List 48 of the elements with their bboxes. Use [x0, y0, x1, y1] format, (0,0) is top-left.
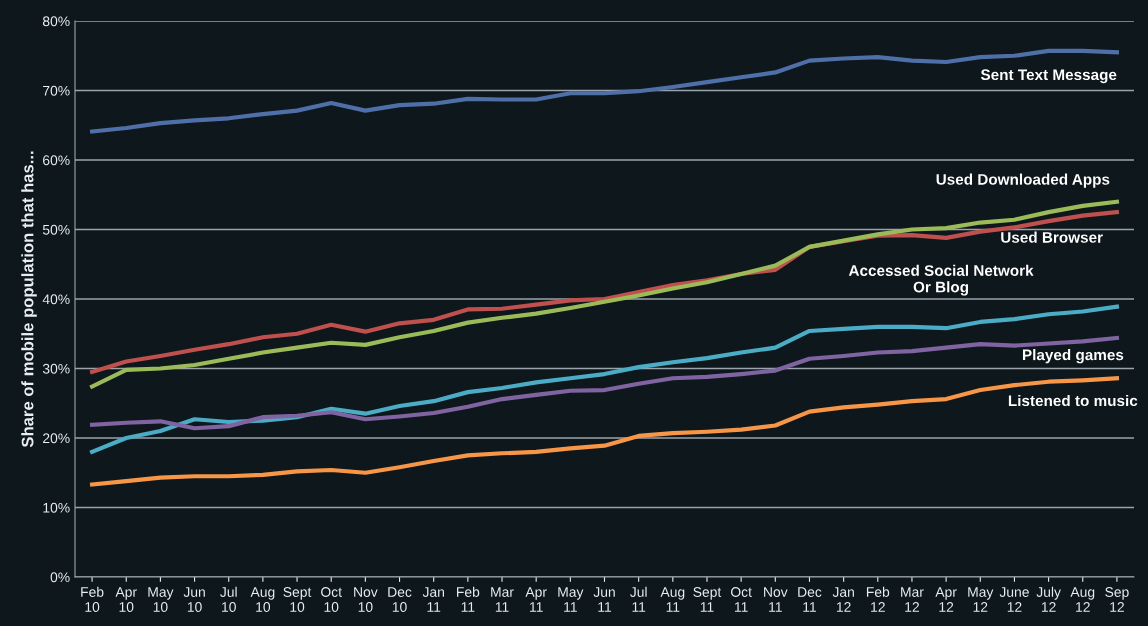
x-tick-label: Nov 10 — [354, 587, 378, 612]
series-label: Listened to music — [1008, 394, 1138, 407]
x-tick-label: Mar 11 — [491, 587, 514, 612]
x-tick-label: Jul 11 — [630, 586, 647, 612]
x-tick-label: Feb 11 — [457, 586, 480, 612]
x-tick-label: Apr 11 — [525, 587, 547, 612]
x-tick-label: Feb 10 — [81, 586, 104, 612]
series-label: Accessed Social Network Or Blog — [848, 264, 1034, 296]
x-tick-label: Dec 10 — [388, 587, 412, 612]
y-tick-label: 0% — [50, 572, 70, 583]
x-tick-label: Jun 11 — [593, 587, 615, 612]
x-tick-label: Feb 12 — [866, 586, 890, 612]
series-label: Played games — [1022, 349, 1124, 364]
x-tick-label: Aug 10 — [250, 587, 275, 612]
y-tick-label: 10% — [43, 502, 70, 513]
x-tick-label: Nov 11 — [764, 587, 788, 612]
y-tick-label: 50% — [42, 224, 70, 235]
y-tick-label: 80% — [42, 16, 70, 27]
x-tick-label: Aug 12 — [1070, 587, 1095, 612]
x-tick-label: Sep 12 — [1105, 587, 1129, 612]
x-tick-label: Oct 10 — [321, 587, 342, 612]
y-tick-label: 70% — [43, 85, 70, 96]
x-tick-label: May 11 — [558, 587, 584, 612]
series-label: Used Downloaded Apps — [936, 173, 1110, 188]
y-tick-label: 20% — [43, 433, 70, 444]
x-tick-label: Jun 10 — [183, 587, 205, 612]
x-tick-label: Dec 11 — [798, 587, 822, 612]
y-tick-label: 30% — [42, 363, 70, 374]
x-tick-label: July 12 — [1036, 586, 1061, 612]
x-tick-label: May 12 — [968, 587, 994, 612]
x-tick-label: Mar 12 — [901, 587, 924, 612]
x-tick-label: Oct 11 — [731, 587, 752, 612]
x-tick-label: May 10 — [148, 587, 174, 612]
line-series — [89, 48, 1120, 134]
series-label: Sent Text Message — [980, 69, 1117, 84]
x-tick-label: Sept 10 — [283, 587, 312, 612]
y-tick-label: 40% — [42, 294, 70, 305]
x-tick-label: June 12 — [999, 587, 1029, 612]
x-tick-label: Apr 12 — [935, 587, 957, 612]
series-label: Used Browser — [1001, 231, 1103, 243]
x-tick-label: Aug 11 — [660, 587, 685, 612]
x-tick-label: Jul 10 — [220, 586, 237, 612]
x-tick-label: Jan 11 — [422, 587, 444, 612]
x-tick-label: Jan 12 — [832, 587, 854, 612]
x-tick-label: Apr 10 — [115, 587, 137, 612]
x-tick-label: Sept 11 — [693, 587, 722, 612]
y-axis-title: Share of mobile population that has... — [21, 151, 37, 448]
y-tick-label: 60% — [43, 155, 70, 166]
